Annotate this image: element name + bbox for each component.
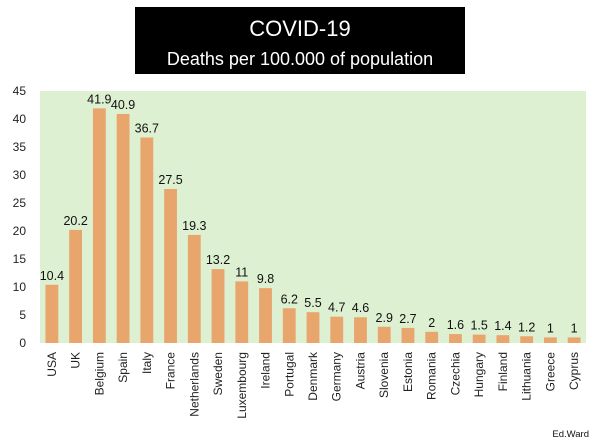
bar (330, 316, 344, 343)
bar-value-label: 1.4 (494, 319, 511, 333)
title-box: COVID-19 Deaths per 100.000 of populatio… (135, 7, 465, 74)
bar (520, 336, 534, 343)
y-axis: 0 5 10 15 20 25 30 35 40 45 (13, 84, 27, 350)
bar-value-label: 36.7 (135, 121, 159, 135)
bar-value-label: 40.9 (111, 98, 135, 112)
bar-value-label: 1 (571, 321, 578, 335)
bar-value-label: 41.9 (87, 92, 111, 106)
y-tick-label: 20 (13, 224, 27, 238)
x-tick-label: Finland (496, 352, 510, 391)
x-tick-label: Luxembourg (235, 352, 249, 419)
plot-area (40, 91, 586, 343)
bar-value-label: 2.9 (376, 311, 393, 325)
bar (259, 288, 272, 343)
bar (543, 337, 557, 343)
bar-value-label: 4.6 (352, 301, 369, 315)
x-tick-label: Austria (353, 352, 367, 390)
x-tick-label: Netherlands (187, 352, 201, 417)
bar-value-label: 10.4 (40, 269, 64, 283)
bar (377, 326, 391, 343)
x-tick-label: Ireland (259, 352, 273, 389)
y-tick-label: 40 (13, 112, 27, 126)
x-tick-label: Belgium (92, 352, 106, 395)
bar (401, 327, 415, 343)
y-tick-label: 15 (13, 252, 27, 266)
bar (567, 337, 581, 343)
x-tick-label: Hungary (472, 352, 486, 397)
bar-value-label: 19.3 (182, 219, 206, 233)
y-tick-label: 45 (13, 84, 27, 98)
x-tick-label: Czechia (448, 352, 462, 396)
bar-value-label: 11 (235, 265, 248, 279)
x-tick-label: Slovenia (377, 352, 391, 398)
bar (69, 229, 83, 343)
bar-value-label: 5.5 (304, 296, 321, 310)
x-tick-label: Portugal (282, 352, 296, 397)
x-tick-label: Denmark (306, 351, 320, 401)
x-tick-label: Greece (543, 352, 557, 392)
bar (116, 113, 130, 344)
y-tick-label: 10 (13, 280, 27, 294)
bar (282, 308, 296, 343)
bar (140, 137, 154, 343)
bar (211, 269, 225, 343)
x-tick-label: France (164, 352, 178, 390)
bar (306, 312, 320, 343)
y-tick-label: 25 (13, 196, 27, 210)
x-tick-label: USA (45, 352, 59, 377)
bar (45, 284, 59, 343)
y-tick-label: 35 (13, 140, 27, 154)
bar-value-label: 6.2 (281, 292, 298, 306)
bar (449, 334, 462, 343)
x-tick-label: Lithuania (520, 352, 534, 401)
bar-value-label: 20.2 (63, 214, 87, 228)
bar (164, 189, 177, 343)
bar (92, 108, 106, 343)
bar-value-label: 1.2 (518, 320, 535, 334)
x-tick-label: Cyprus (567, 352, 581, 390)
bar (354, 317, 367, 343)
bar-value-label: 2.7 (399, 312, 416, 326)
bar-value-label: 2 (428, 316, 435, 330)
x-tick-label: Sweden (211, 352, 225, 395)
bar-value-label: 1.5 (470, 319, 487, 333)
x-axis: USA UK Belgium Spain Italy France Netherlands S… (45, 351, 581, 419)
y-tick-label: 30 (13, 168, 27, 182)
bar (425, 331, 439, 343)
bar-value-label: 4.7 (328, 301, 345, 315)
bar-value-label: 9.8 (257, 272, 274, 286)
bars (45, 108, 581, 344)
bar-value-label: 1 (547, 321, 554, 335)
x-tick-label: Estonia (401, 352, 415, 392)
bar-value-label: 13.2 (206, 253, 230, 267)
x-tick-label: UK (69, 352, 83, 369)
data-labels: 10.420.241.9 40.936.727.519.313.211 9.86.2… (40, 92, 578, 335)
bar (235, 281, 249, 343)
x-tick-label: Spain (116, 352, 130, 383)
bar (187, 234, 201, 343)
x-tick-label: Italy (140, 352, 154, 374)
bar-value-label: 27.5 (158, 173, 182, 187)
chart-title: COVID-19 (249, 16, 350, 41)
title-background (135, 7, 465, 74)
chart-subtitle: Deaths per 100.000 of population (167, 49, 433, 69)
y-tick-label: 5 (19, 308, 26, 322)
y-tick-label: 0 (19, 336, 26, 350)
x-tick-label: Germany (330, 352, 344, 401)
bar-value-label: 1.6 (447, 318, 464, 332)
bar (472, 334, 486, 343)
x-tick-label: Romania (425, 352, 439, 400)
credit-text: Ed.Ward (552, 429, 589, 440)
bar (496, 335, 510, 343)
